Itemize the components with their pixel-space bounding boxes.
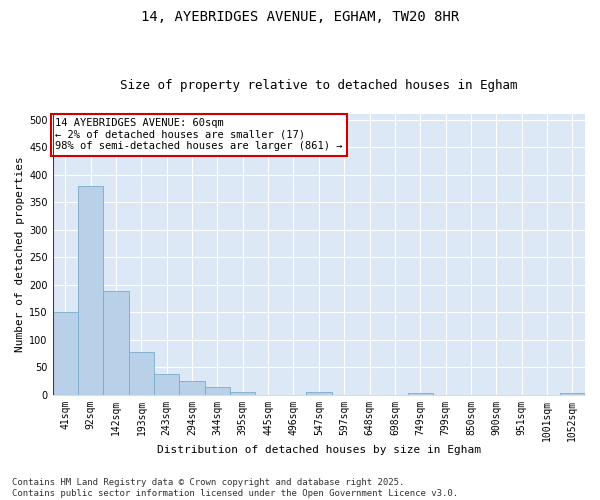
X-axis label: Distribution of detached houses by size in Egham: Distribution of detached houses by size … [157, 445, 481, 455]
Text: 14 AYEBRIDGES AVENUE: 60sqm
← 2% of detached houses are smaller (17)
98% of semi: 14 AYEBRIDGES AVENUE: 60sqm ← 2% of deta… [55, 118, 343, 152]
Title: Size of property relative to detached houses in Egham: Size of property relative to detached ho… [120, 79, 518, 92]
Bar [560, 393, 585, 395]
Bar [179, 381, 205, 395]
Bar [205, 386, 230, 395]
Bar [306, 392, 332, 395]
Text: Contains HM Land Registry data © Crown copyright and database right 2025.
Contai: Contains HM Land Registry data © Crown c… [12, 478, 458, 498]
Bar [103, 292, 129, 395]
Y-axis label: Number of detached properties: Number of detached properties [15, 156, 25, 352]
Bar [78, 186, 103, 395]
Bar [230, 392, 256, 395]
Text: 14, AYEBRIDGES AVENUE, EGHAM, TW20 8HR: 14, AYEBRIDGES AVENUE, EGHAM, TW20 8HR [141, 10, 459, 24]
Bar [129, 352, 154, 395]
Bar [407, 393, 433, 395]
Bar [53, 312, 78, 395]
Bar [154, 374, 179, 395]
